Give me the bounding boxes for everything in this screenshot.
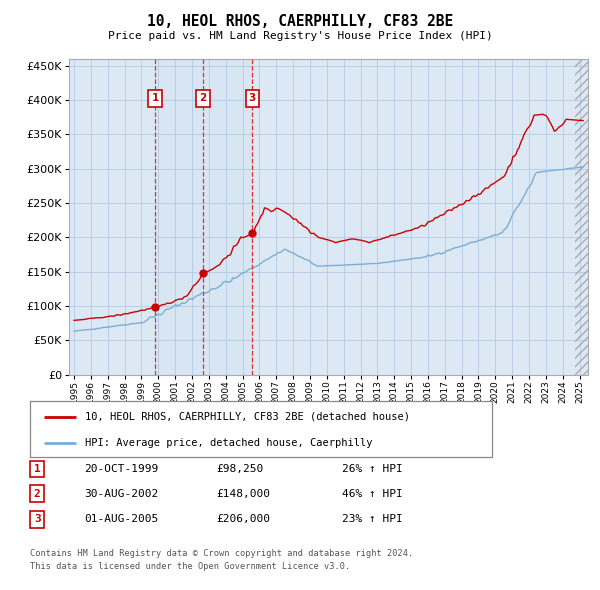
Text: 2: 2	[34, 489, 41, 499]
Text: 3: 3	[34, 514, 41, 524]
Text: 20-OCT-1999: 20-OCT-1999	[84, 464, 158, 474]
Text: 10, HEOL RHOS, CAERPHILLY, CF83 2BE: 10, HEOL RHOS, CAERPHILLY, CF83 2BE	[147, 14, 453, 28]
Text: 30-AUG-2002: 30-AUG-2002	[84, 489, 158, 499]
Text: 10, HEOL RHOS, CAERPHILLY, CF83 2BE (detached house): 10, HEOL RHOS, CAERPHILLY, CF83 2BE (det…	[85, 412, 410, 422]
Text: Contains HM Land Registry data © Crown copyright and database right 2024.: Contains HM Land Registry data © Crown c…	[30, 549, 413, 558]
Text: 3: 3	[249, 93, 256, 103]
Text: 23% ↑ HPI: 23% ↑ HPI	[342, 514, 403, 524]
Text: £98,250: £98,250	[216, 464, 263, 474]
Bar	[155, 59, 253, 375]
Text: This data is licensed under the Open Government Licence v3.0.: This data is licensed under the Open Gov…	[30, 562, 350, 571]
Text: 01-AUG-2005: 01-AUG-2005	[84, 514, 158, 524]
Text: 26% ↑ HPI: 26% ↑ HPI	[342, 464, 403, 474]
Text: 46% ↑ HPI: 46% ↑ HPI	[342, 489, 403, 499]
Text: 1: 1	[34, 464, 41, 474]
Text: £148,000: £148,000	[216, 489, 270, 499]
Text: 2: 2	[200, 93, 207, 103]
Text: Price paid vs. HM Land Registry's House Price Index (HPI): Price paid vs. HM Land Registry's House …	[107, 31, 493, 41]
Text: HPI: Average price, detached house, Caerphilly: HPI: Average price, detached house, Caer…	[85, 438, 373, 448]
Text: £206,000: £206,000	[216, 514, 270, 524]
Text: 1: 1	[151, 93, 158, 103]
